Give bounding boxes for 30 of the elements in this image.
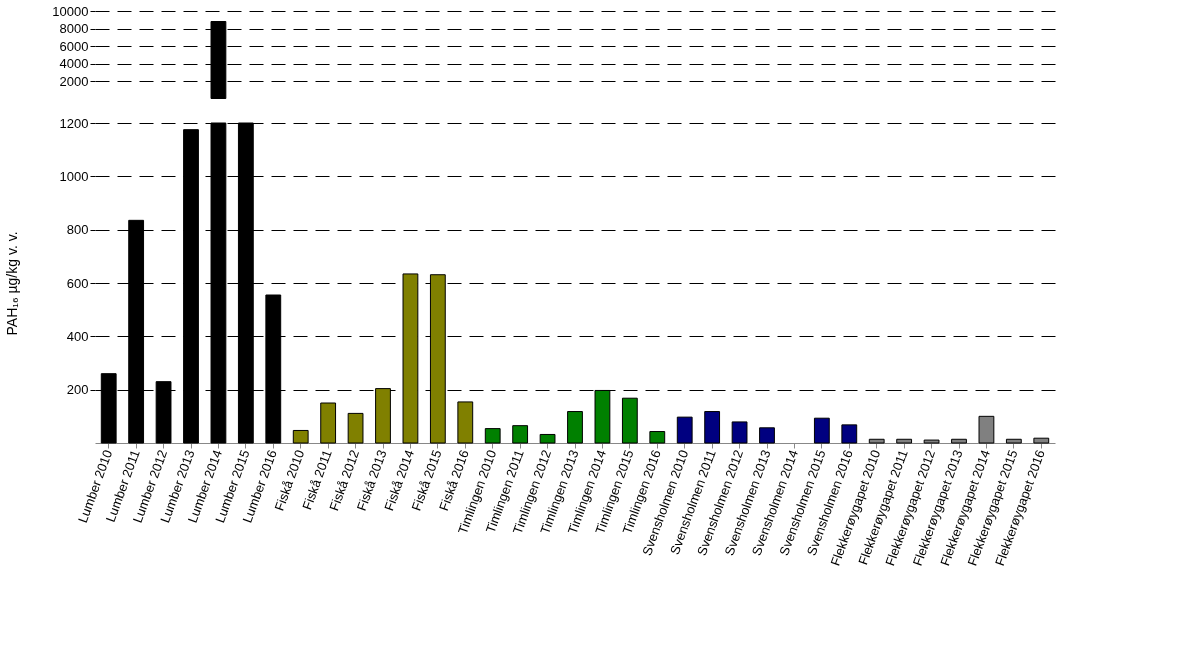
bar	[759, 427, 775, 444]
y-tick-label: 400	[66, 328, 89, 344]
bar	[183, 129, 199, 444]
bar	[347, 412, 364, 444]
y-tick-label: 6000	[59, 38, 89, 54]
bar	[402, 273, 419, 444]
y-tick-label: 800	[66, 222, 89, 238]
bar	[649, 431, 666, 444]
y-tick-label: 200	[66, 382, 89, 398]
bar	[621, 397, 638, 444]
bar	[512, 425, 529, 444]
y-tick-label: 10000	[52, 3, 89, 19]
y-tick-label: 8000	[59, 21, 89, 36]
y-tick-label: 1000	[59, 168, 89, 184]
y-axis-title: PAH₁₆ µg/kg v. v.	[3, 231, 20, 336]
bar	[704, 411, 721, 444]
y-tick-label: 600	[66, 275, 89, 291]
bar	[539, 433, 556, 444]
bar	[676, 416, 693, 444]
y-tick-label: 2000	[59, 73, 89, 89]
bar	[841, 424, 858, 444]
bar	[292, 429, 309, 444]
bar	[731, 421, 748, 444]
bar	[457, 401, 474, 444]
y-tick-label: 4000	[59, 56, 89, 71]
bar	[567, 411, 583, 444]
y-tick-label: 1200	[59, 115, 89, 131]
bar	[813, 417, 830, 444]
bar	[320, 402, 337, 444]
bar	[484, 428, 501, 444]
